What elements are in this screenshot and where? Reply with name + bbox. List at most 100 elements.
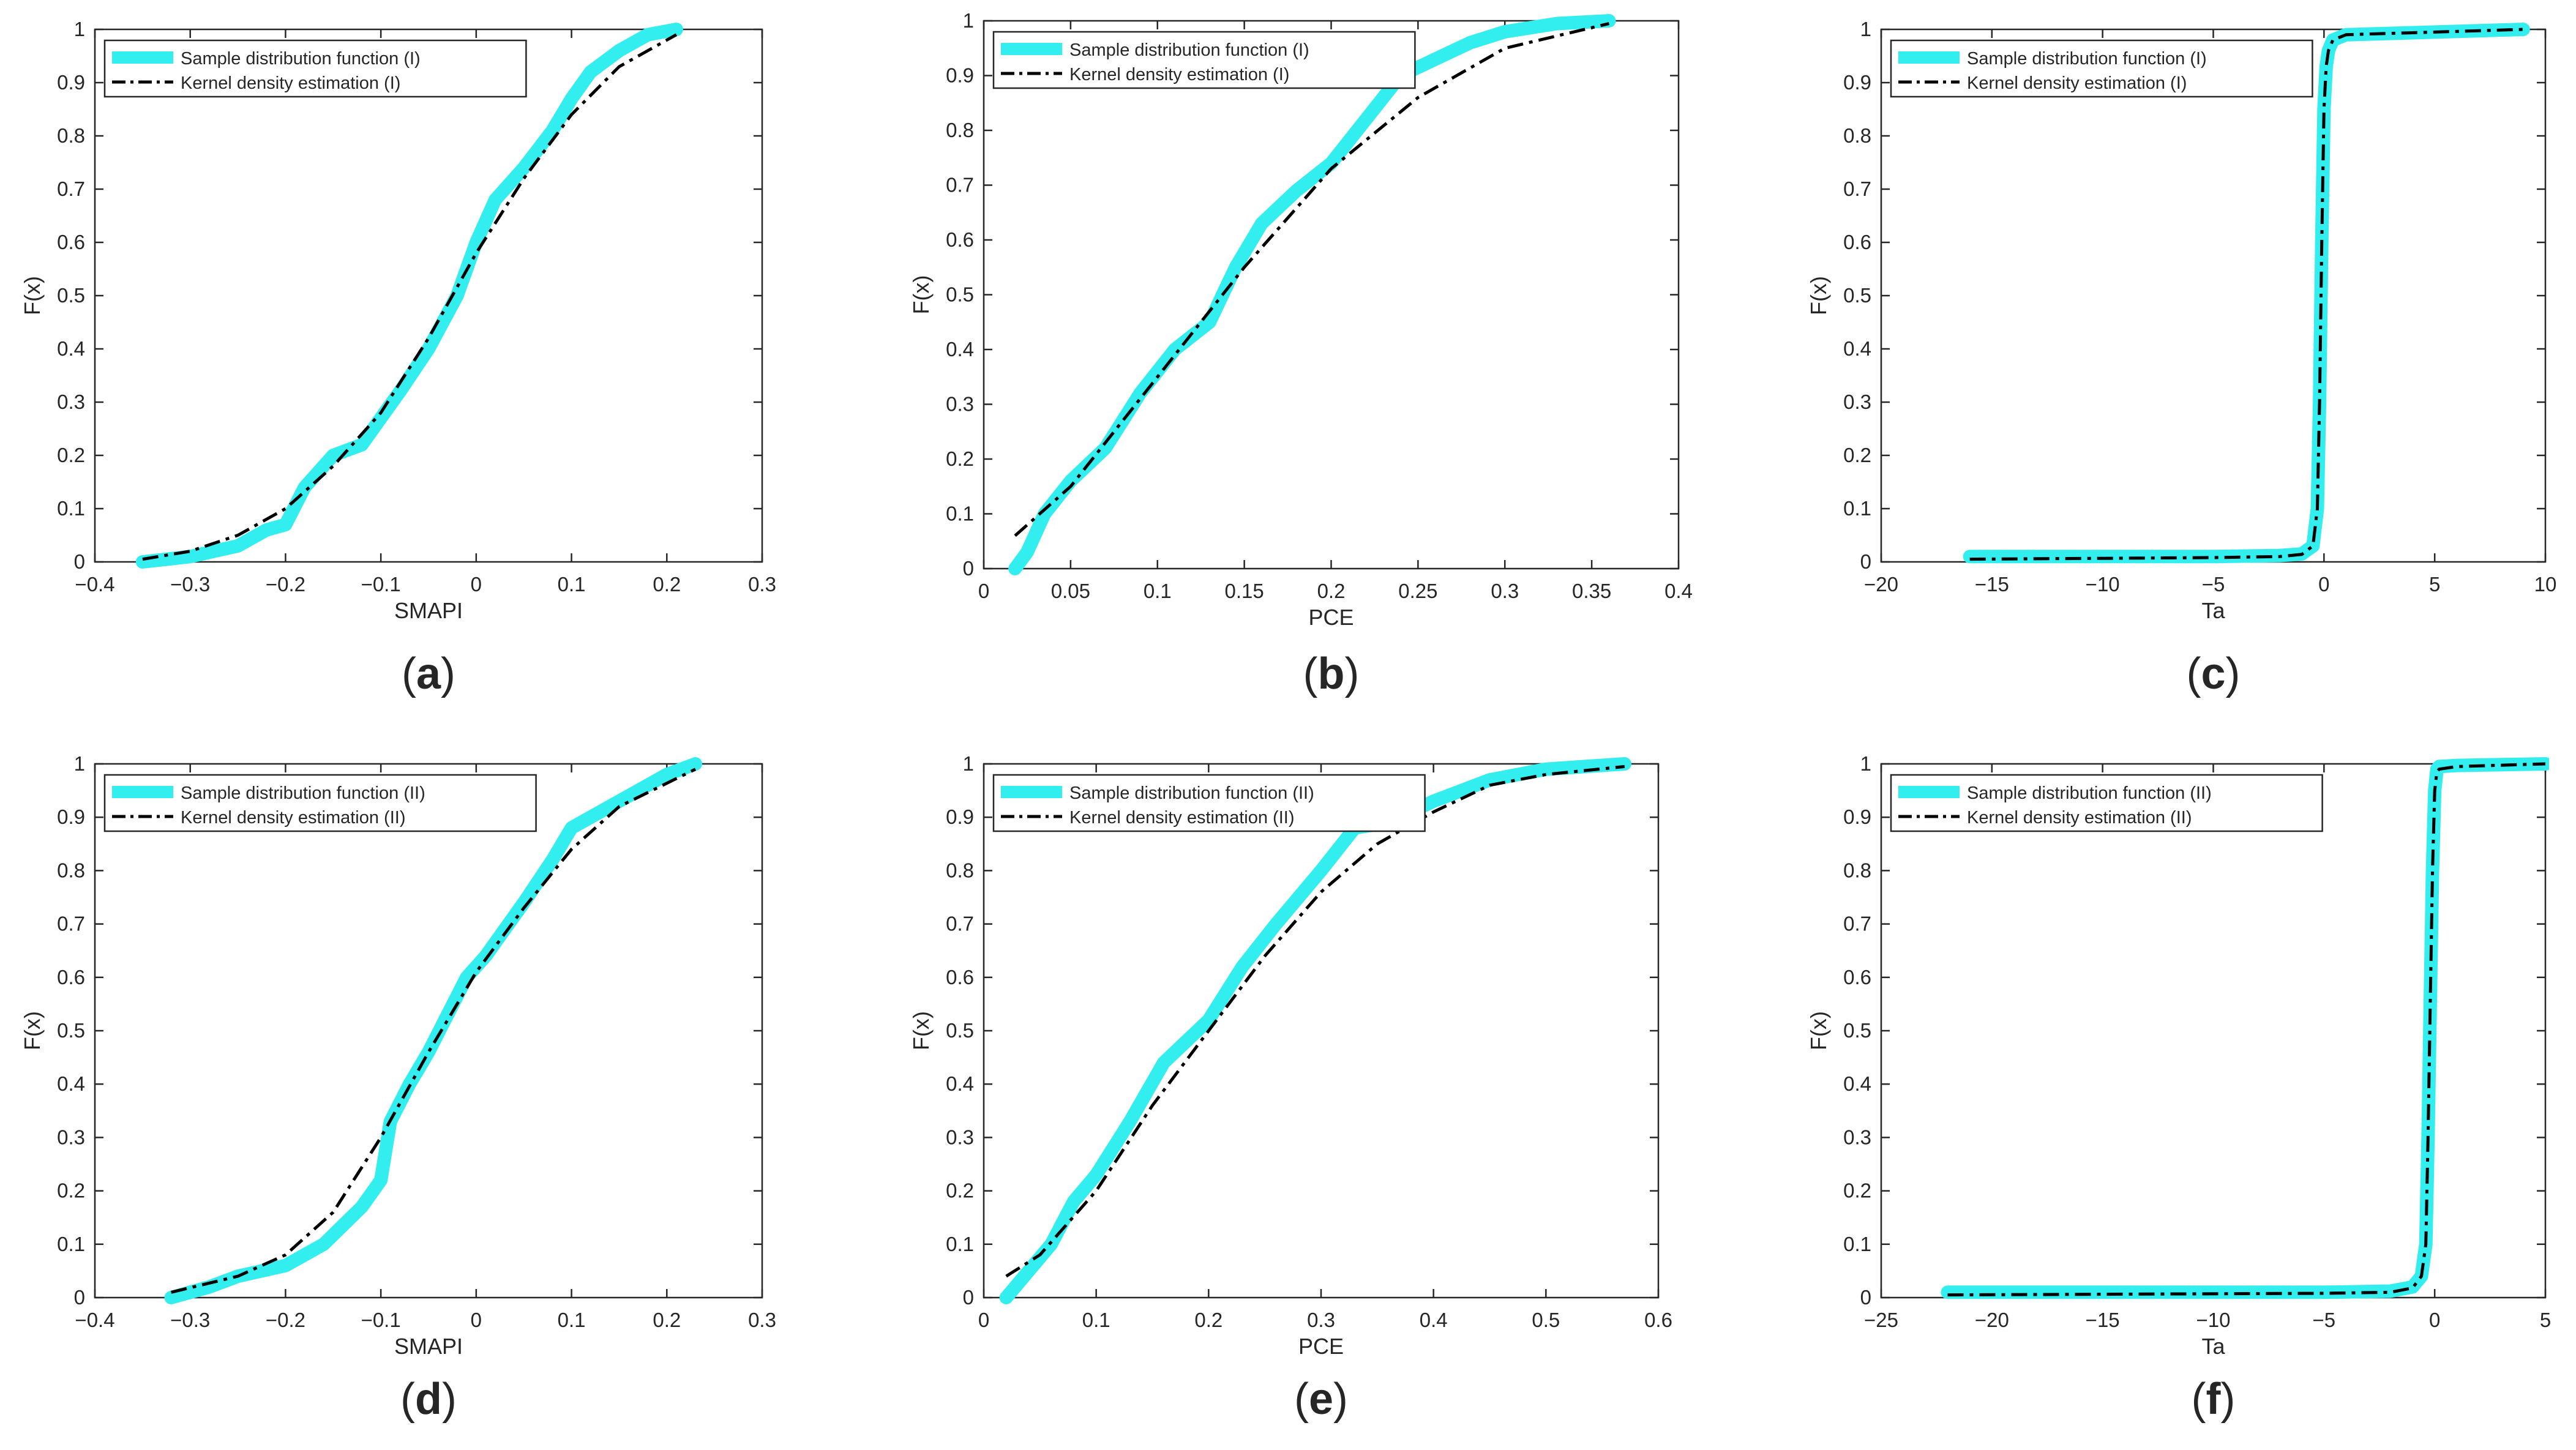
y-tick-label: 1 <box>74 752 85 775</box>
x-tick-label: 5 <box>2429 573 2440 596</box>
chart-panel-e: 0 0.1 0.2 0.3 0.4 0.5 0.6 0 0.1 0.2 0.3 0.4 0.5 0.6 0.… <box>908 752 1672 1424</box>
x-axis-label: Ta <box>2201 1334 2225 1359</box>
y-tick-label: 0.8 <box>1843 859 1871 881</box>
x-tick-label: 0 <box>2318 573 2329 596</box>
x-tick-label: 0.3 <box>748 573 776 596</box>
y-axis-label: F(x) <box>20 1011 45 1050</box>
y-tick-label: 1 <box>1860 18 1871 40</box>
plot-area <box>94 28 763 563</box>
legend-label: Sample distribution function (I) <box>181 49 421 69</box>
legend: Sample distribution function (II) Kernel … <box>992 774 1426 832</box>
y-axis-label: F(x) <box>1806 276 1831 315</box>
x-tick-label: 0.3 <box>1491 580 1519 602</box>
x-axis-label: SMAPI <box>394 1334 463 1359</box>
x-axis-label: PCE <box>1298 1334 1344 1359</box>
legend-label: Kernel density estimation (II) <box>1069 808 1294 828</box>
legend-label: Kernel density estimation (II) <box>181 808 405 828</box>
y-tick-label: 0.1 <box>57 497 85 520</box>
plot-area <box>983 20 1680 570</box>
y-tick-label: 1 <box>1860 752 1871 775</box>
x-tick-label: 0.25 <box>1398 580 1437 602</box>
x-tick-label: 0 <box>978 580 989 602</box>
chart-panel-c: −20 −15 −10 −5 0 5 10 0 0.1 0.2 0.3 0.4 0.5 0.6 0.7 0.8… <box>1806 18 2556 698</box>
y-tick-label: 0.4 <box>946 1072 974 1095</box>
x-tick-label: −0.4 <box>75 1309 114 1331</box>
y-tick-label: 0.4 <box>57 1072 85 1095</box>
x-tick-label: 0.3 <box>1307 1309 1335 1331</box>
series-line-sample-distribution <box>164 757 702 1304</box>
y-tick-label: 0.6 <box>57 231 85 253</box>
y-axis-label: F(x) <box>908 275 934 315</box>
y-tick-label: 0.7 <box>946 174 974 196</box>
x-axis-label: Ta <box>2201 598 2225 623</box>
panel-caption: (e) <box>1294 1375 1348 1424</box>
panel-caption: (a) <box>402 649 455 698</box>
y-tick-label: 0.9 <box>946 805 974 828</box>
series-line-kernel-density <box>142 33 678 561</box>
x-tick-label: 0.1 <box>1082 1309 1110 1331</box>
x-tick-label: −10 <box>2196 1309 2231 1331</box>
legend-box <box>1890 774 2323 832</box>
y-tick-label: 0.8 <box>57 124 85 147</box>
panel-caption: (b) <box>1303 649 1360 698</box>
legend-label: Sample distribution function (I) <box>1069 40 1309 60</box>
legend: Sample distribution function (I) Kernel d… <box>992 31 1416 89</box>
y-tick-label: 0.7 <box>1843 178 1871 200</box>
y-tick-label: 0 <box>963 557 974 580</box>
y-tick-label: 0.3 <box>57 391 85 413</box>
x-tick-label: −0.2 <box>266 1309 305 1331</box>
series-line-kernel-density <box>171 768 697 1294</box>
legend-label: Kernel density estimation (I) <box>181 73 400 93</box>
x-axis-label: SMAPI <box>394 598 463 623</box>
x-tick-label: 0 <box>471 1309 482 1331</box>
x-tick-label: 0.1 <box>558 1309 586 1331</box>
legend-label: Kernel density estimation (I) <box>1967 73 2187 93</box>
y-tick-label: 0.9 <box>946 64 974 87</box>
x-tick-label: 0.2 <box>1194 1309 1222 1331</box>
y-tick-label: 0.4 <box>1843 1072 1871 1095</box>
legend: Sample distribution function (I) Kernel d… <box>1890 39 2313 98</box>
series-line-kernel-density <box>1969 28 2523 561</box>
y-tick-label: 0.5 <box>57 1019 85 1042</box>
x-tick-label: −5 <box>2202 573 2225 596</box>
x-tick-label: −0.3 <box>170 573 210 596</box>
y-tick-label: 0.6 <box>946 966 974 988</box>
series-line-kernel-density <box>1005 764 1625 1278</box>
plot-area <box>1880 28 2547 563</box>
y-tick-label: 0 <box>963 1286 974 1309</box>
panel-caption: (d) <box>400 1375 457 1424</box>
x-tick-label: 0 <box>471 573 482 596</box>
y-tick-label: 0 <box>74 550 85 573</box>
x-tick-label: −20 <box>1864 573 1898 596</box>
y-tick-label: 1 <box>963 9 974 32</box>
legend-box <box>1890 39 2313 98</box>
y-tick-label: 0.6 <box>57 966 85 988</box>
y-tick-label: 0.7 <box>57 178 85 200</box>
y-tick-label: 0.1 <box>1843 497 1871 520</box>
x-tick-label: 0.2 <box>653 573 681 596</box>
x-tick-label: 10 <box>2534 573 2557 596</box>
x-tick-label: −15 <box>2086 1309 2120 1331</box>
legend-label: Sample distribution function (I) <box>1967 49 2207 69</box>
x-tick-label: 0.05 <box>1051 580 1090 602</box>
x-tick-label: 5 <box>2540 1309 2551 1331</box>
y-tick-label: 0.4 <box>1843 337 1871 360</box>
y-tick-label: 1 <box>963 752 974 775</box>
y-tick-label: 0.5 <box>1843 284 1871 307</box>
legend-box <box>992 31 1416 89</box>
panel-caption: (f) <box>2192 1375 2236 1424</box>
legend: Sample distribution function (I) Kernel d… <box>103 39 527 98</box>
y-tick-label: 0.3 <box>946 393 974 416</box>
y-tick-label: 0.8 <box>1843 124 1871 147</box>
y-axis-label: F(x) <box>20 276 45 315</box>
x-tick-label: −10 <box>2086 573 2120 596</box>
legend-box <box>992 774 1426 832</box>
x-tick-label: −0.2 <box>266 573 305 596</box>
y-tick-label: 0.9 <box>57 71 85 94</box>
y-tick-label: 0 <box>74 1286 85 1309</box>
x-tick-label: 0.2 <box>653 1309 681 1331</box>
x-axis-label: PCE <box>1308 605 1354 630</box>
y-tick-label: 0.2 <box>57 444 85 466</box>
legend: Sample distribution function (II) Kernel … <box>103 774 537 832</box>
